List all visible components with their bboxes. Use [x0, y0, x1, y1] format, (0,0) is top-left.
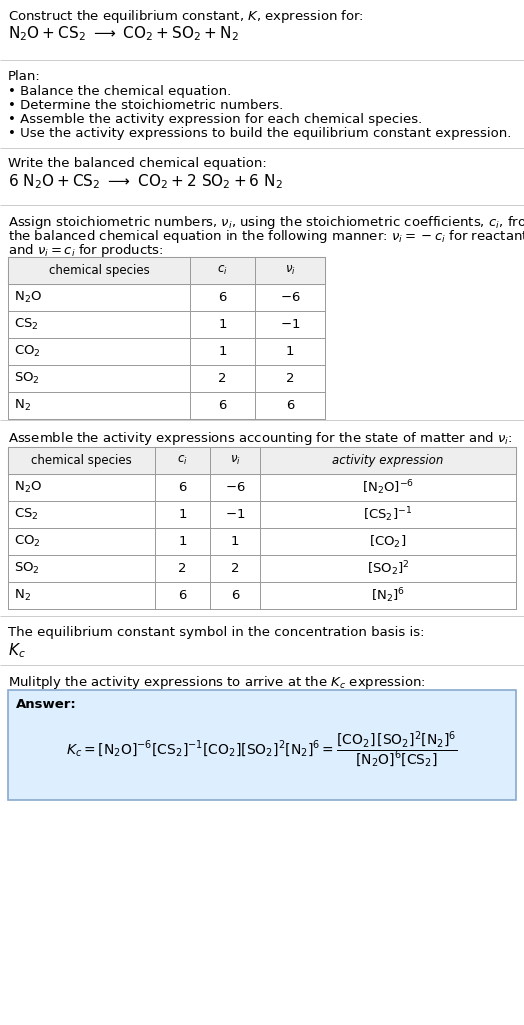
- Text: the balanced chemical equation in the following manner: $\nu_i = -c_i$ for react: the balanced chemical equation in the fo…: [8, 228, 524, 245]
- Text: chemical species: chemical species: [49, 264, 149, 277]
- Text: Assemble the activity expressions accounting for the state of matter and $\nu_i$: Assemble the activity expressions accoun…: [8, 430, 512, 447]
- Text: 6: 6: [178, 481, 187, 494]
- Text: 1: 1: [178, 535, 187, 548]
- FancyBboxPatch shape: [8, 690, 516, 800]
- Text: Construct the equilibrium constant, $K$, expression for:: Construct the equilibrium constant, $K$,…: [8, 8, 364, 25]
- Text: • Use the activity expressions to build the equilibrium constant expression.: • Use the activity expressions to build …: [8, 127, 511, 140]
- Text: $-1$: $-1$: [225, 508, 245, 521]
- Text: $K_c = [\mathrm{N_2O}]^{-6}[\mathrm{CS_2}]^{-1}[\mathrm{CO_2}][\mathrm{SO_2}]^2[: $K_c = [\mathrm{N_2O}]^{-6}[\mathrm{CS_2…: [67, 730, 457, 770]
- Text: $\mathrm{CS_2}$: $\mathrm{CS_2}$: [14, 317, 39, 332]
- Text: 1: 1: [178, 508, 187, 521]
- Text: 1: 1: [286, 345, 294, 358]
- Text: $\mathrm{N_2O}$: $\mathrm{N_2O}$: [14, 480, 42, 495]
- Text: $\nu_i$: $\nu_i$: [285, 264, 296, 277]
- Text: and $\nu_i = c_i$ for products:: and $\nu_i = c_i$ for products:: [8, 242, 163, 259]
- Text: 6: 6: [286, 399, 294, 412]
- Text: 2: 2: [286, 372, 294, 385]
- Text: 2: 2: [231, 562, 239, 575]
- Text: The equilibrium constant symbol in the concentration basis is:: The equilibrium constant symbol in the c…: [8, 626, 424, 639]
- Text: chemical species: chemical species: [31, 454, 132, 467]
- Text: 1: 1: [219, 318, 227, 331]
- Text: $\nu_i$: $\nu_i$: [230, 454, 241, 467]
- Text: 6: 6: [178, 589, 187, 602]
- Text: $[\mathrm{SO_2}]^2$: $[\mathrm{SO_2}]^2$: [367, 560, 409, 578]
- Text: Assign stoichiometric numbers, $\nu_i$, using the stoichiometric coefficients, $: Assign stoichiometric numbers, $\nu_i$, …: [8, 214, 524, 231]
- Text: $\mathrm{CO_2}$: $\mathrm{CO_2}$: [14, 344, 41, 359]
- Text: 1: 1: [231, 535, 239, 548]
- Text: 6: 6: [219, 291, 227, 304]
- Text: $\mathrm{SO_2}$: $\mathrm{SO_2}$: [14, 371, 40, 386]
- Text: $[\mathrm{N_2}]^6$: $[\mathrm{N_2}]^6$: [371, 586, 405, 605]
- Text: $[\mathrm{CO_2}]$: $[\mathrm{CO_2}]$: [369, 533, 407, 549]
- Text: $6\ \mathrm{N_2O + CS_2\ \longrightarrow\ CO_2 + 2\ SO_2 + 6\ N_2}$: $6\ \mathrm{N_2O + CS_2\ \longrightarrow…: [8, 172, 283, 191]
- Text: $K_c$: $K_c$: [8, 641, 26, 660]
- Text: $\mathrm{N_2O + CS_2\ \longrightarrow\ CO_2 + SO_2 + N_2}$: $\mathrm{N_2O + CS_2\ \longrightarrow\ C…: [8, 24, 239, 43]
- Text: $\mathrm{CS_2}$: $\mathrm{CS_2}$: [14, 507, 39, 522]
- Text: 6: 6: [231, 589, 239, 602]
- Text: activity expression: activity expression: [332, 454, 444, 467]
- Text: $c_i$: $c_i$: [217, 264, 228, 277]
- Text: $\mathrm{CO_2}$: $\mathrm{CO_2}$: [14, 534, 41, 549]
- Text: 6: 6: [219, 399, 227, 412]
- Text: 2: 2: [219, 372, 227, 385]
- Text: $\mathrm{N_2}$: $\mathrm{N_2}$: [14, 588, 31, 603]
- Text: $[\mathrm{CS_2}]^{-1}$: $[\mathrm{CS_2}]^{-1}$: [363, 505, 412, 524]
- Text: • Balance the chemical equation.: • Balance the chemical equation.: [8, 85, 231, 98]
- Text: $[\mathrm{N_2O}]^{-6}$: $[\mathrm{N_2O}]^{-6}$: [362, 478, 414, 497]
- Text: 1: 1: [219, 345, 227, 358]
- Text: Plan:: Plan:: [8, 70, 41, 83]
- Text: • Determine the stoichiometric numbers.: • Determine the stoichiometric numbers.: [8, 99, 283, 112]
- Text: 2: 2: [178, 562, 187, 575]
- Text: $-6$: $-6$: [280, 291, 300, 304]
- Text: • Assemble the activity expression for each chemical species.: • Assemble the activity expression for e…: [8, 113, 422, 126]
- Text: $c_i$: $c_i$: [177, 454, 188, 467]
- Text: Answer:: Answer:: [16, 698, 77, 711]
- Text: $\mathrm{N_2O}$: $\mathrm{N_2O}$: [14, 290, 42, 305]
- Text: Write the balanced chemical equation:: Write the balanced chemical equation:: [8, 157, 267, 170]
- Text: Mulitply the activity expressions to arrive at the $K_c$ expression:: Mulitply the activity expressions to arr…: [8, 674, 426, 691]
- Text: $-6$: $-6$: [225, 481, 245, 494]
- Text: $\mathrm{N_2}$: $\mathrm{N_2}$: [14, 398, 31, 413]
- Text: $-1$: $-1$: [280, 318, 300, 331]
- Text: $\mathrm{SO_2}$: $\mathrm{SO_2}$: [14, 561, 40, 576]
